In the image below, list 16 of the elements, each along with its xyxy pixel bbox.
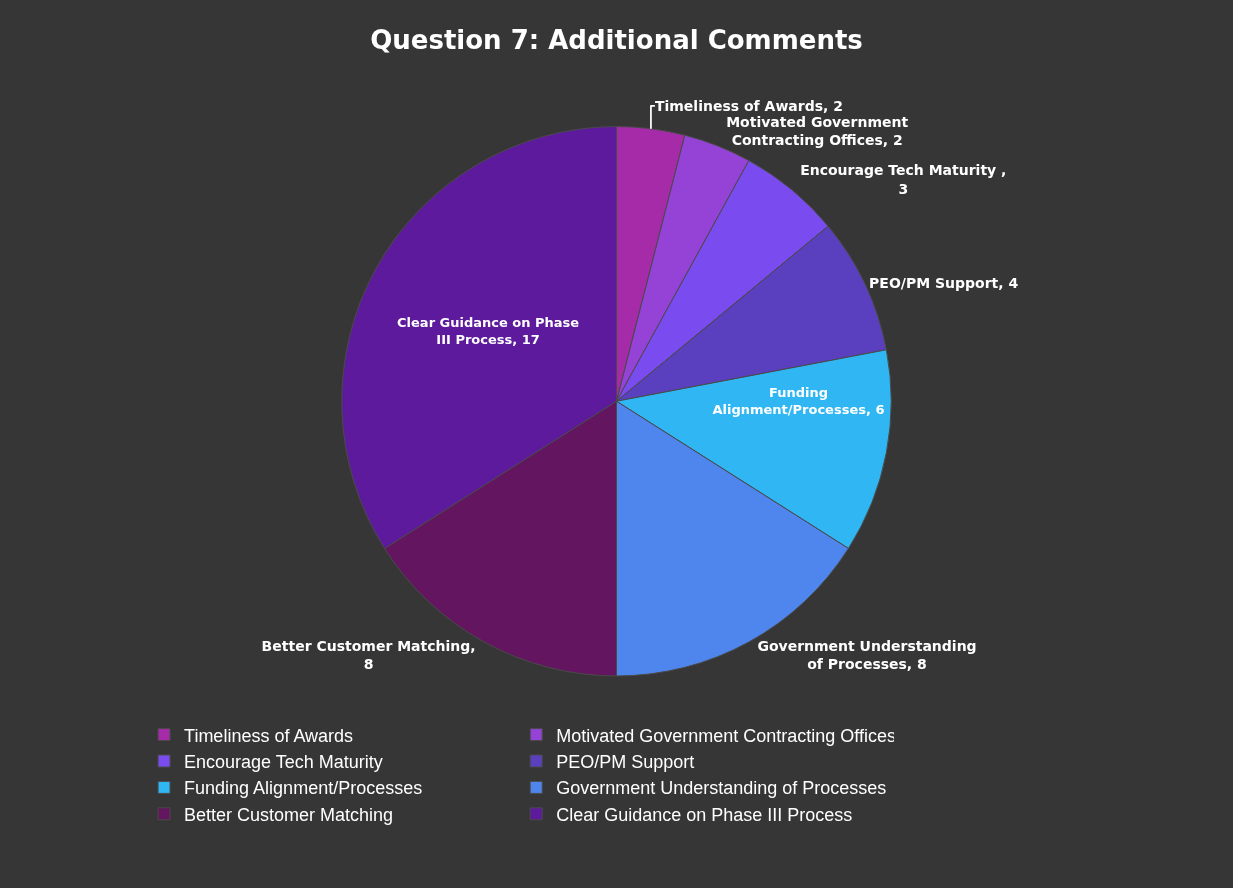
legend-label: Better Customer Matching bbox=[184, 804, 394, 825]
data-label: Government Understanding of Processes, 8 bbox=[757, 638, 977, 673]
legend-label: Government Understanding of Processes bbox=[556, 778, 887, 799]
data-label: Motivated Government Contracting Offices, 2 bbox=[726, 113, 909, 149]
legend-label: Clear Guidance on Phase III Process bbox=[556, 804, 853, 825]
data-label: PEO/PM Support, 4 bbox=[869, 274, 1019, 291]
data-label: Clear Guidance on Phase III Process, 17 bbox=[397, 314, 580, 347]
legend-label: Encourage Tech Maturity bbox=[184, 752, 383, 773]
legend-label: Timeliness of Awards bbox=[184, 725, 354, 746]
data-label: Encourage Tech Maturity , 3 bbox=[800, 162, 1007, 197]
data-label: Better Customer Matching, 8 bbox=[261, 638, 476, 673]
data-label: Timeliness of Awards, 2 bbox=[654, 97, 843, 114]
legend-label: PEO/PM Support bbox=[556, 752, 695, 773]
chart-title: Question 7: Additional Comments bbox=[370, 25, 863, 56]
legend-label: Funding Alignment/Processes bbox=[184, 778, 423, 799]
data-label: Funding Alignment/Processes, 6 bbox=[712, 385, 885, 418]
